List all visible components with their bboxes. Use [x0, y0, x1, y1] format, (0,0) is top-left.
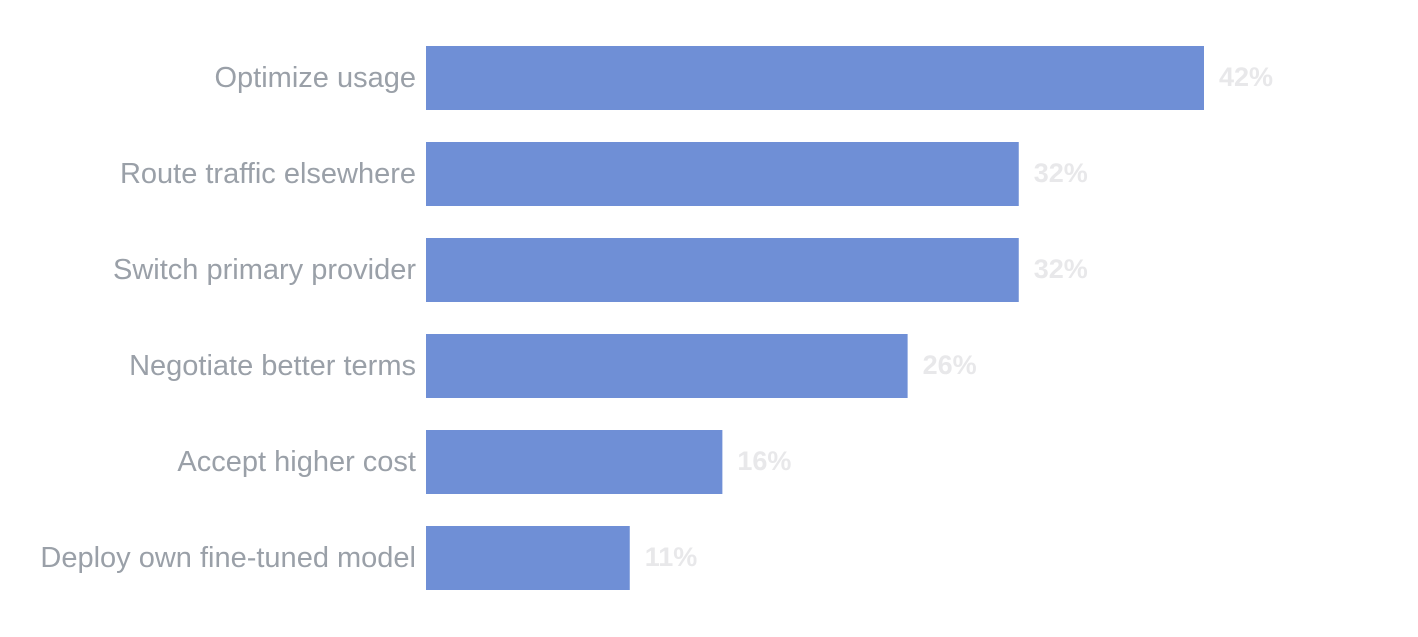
value-label: 26% — [923, 350, 977, 380]
category-label: Accept higher cost — [177, 446, 416, 478]
bar — [426, 334, 908, 398]
value-label: 42% — [1219, 62, 1273, 92]
bar — [426, 526, 630, 590]
bar-row: Deploy own fine-tuned model 11% — [40, 526, 697, 590]
bar — [426, 430, 723, 494]
value-label: 32% — [1034, 158, 1088, 188]
bar — [426, 142, 1019, 206]
category-label: Deploy own fine-tuned model — [40, 542, 416, 574]
bar-row: Negotiate better terms 26% — [129, 334, 977, 398]
category-label: Optimize usage — [215, 62, 417, 94]
bar-row: Accept higher cost 16% — [177, 430, 791, 494]
category-label: Route traffic elsewhere — [120, 158, 416, 190]
bar-row: Optimize usage 42% — [215, 46, 1273, 110]
value-label: 11% — [645, 542, 698, 572]
category-label: Negotiate better terms — [129, 350, 416, 382]
value-label: 32% — [1034, 254, 1088, 284]
bar-row: Switch primary provider 32% — [113, 238, 1088, 302]
bar — [426, 238, 1019, 302]
bar-row: Route traffic elsewhere 32% — [120, 142, 1088, 206]
category-label: Switch primary provider — [113, 254, 416, 286]
value-label: 16% — [737, 446, 791, 476]
bar — [426, 46, 1204, 110]
